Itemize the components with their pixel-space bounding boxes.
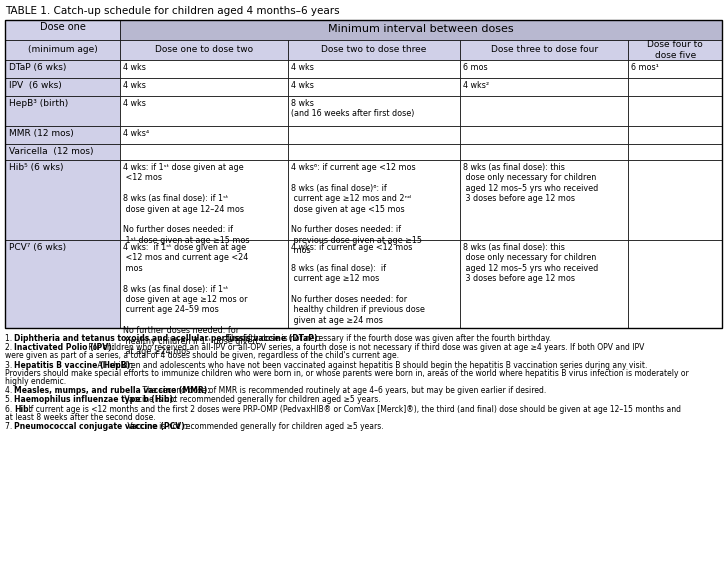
Bar [5, 60, 120, 78]
Bar [5, 96, 120, 126]
Text: 6 mos¹: 6 mos¹ [631, 63, 659, 72]
Bar [460, 240, 628, 328]
Text: Providers should make special efforts to immunize children who were born in, or : Providers should make special efforts to… [5, 369, 688, 378]
Bar [5, 78, 120, 96]
Bar [288, 144, 460, 160]
Text: 3.: 3. [5, 361, 15, 369]
Text: 2.: 2. [5, 343, 15, 352]
Bar [628, 126, 722, 144]
Text: Haemophilus influenzae type b (Hib):: Haemophilus influenzae type b (Hib): [14, 395, 176, 405]
Text: IPV  (6 wks): IPV (6 wks) [9, 81, 62, 90]
Text: Hepatitis B vaccine (HepB):: Hepatitis B vaccine (HepB): [14, 361, 133, 369]
Bar [120, 40, 288, 60]
Text: 5.: 5. [5, 395, 15, 405]
Text: 4 wks:  if 1ˢᵗ dose given at age
 <12 mos and current age <24
 mos

8 wks (as fi: 4 wks: if 1ˢᵗ dose given at age <12 mos … [123, 243, 257, 356]
Bar [288, 78, 460, 96]
Text: 8 wks (as final dose): this
 dose only necessary for children
 aged 12 mos–5 yrs: 8 wks (as final dose): this dose only ne… [463, 243, 598, 283]
Text: Pneumococcal conjugate vaccine (PCV):: Pneumococcal conjugate vaccine (PCV): [14, 422, 188, 431]
Text: 4 wks⁶: if current age <12 mos

8 wks (as final dose)⁶: if
 current age ≥12 mos : 4 wks⁶: if current age <12 mos 8 wks (as… [291, 163, 422, 255]
Bar [288, 240, 460, 328]
Text: Hib:: Hib: [14, 405, 32, 414]
Text: 4 wks: 4 wks [123, 99, 146, 108]
Bar [460, 96, 628, 126]
Bar [628, 240, 722, 328]
Text: 1.: 1. [5, 334, 15, 343]
Text: Inactivated Polio (IPV):: Inactivated Polio (IPV): [14, 343, 115, 352]
Bar [288, 40, 460, 60]
Text: 6 mos: 6 mos [463, 63, 488, 72]
Text: 4 wks: 4 wks [123, 63, 146, 72]
Text: 4.: 4. [5, 386, 15, 395]
Bar [5, 240, 120, 328]
Bar [628, 78, 722, 96]
Text: DTaP (6 wks): DTaP (6 wks) [9, 63, 66, 72]
Bar [120, 240, 288, 328]
Bar [288, 160, 460, 240]
Text: 4 wks: if current age <12 mos

8 wks (as final dose):  if
 current age ≥12 mos

: 4 wks: if current age <12 mos 8 wks (as … [291, 243, 425, 325]
Text: The fifth dose is not necessary if the fourth dose was given after the fourth bi: The fifth dose is not necessary if the f… [224, 334, 551, 343]
Text: 4 wks²: 4 wks² [463, 81, 489, 90]
Text: Diphtheria and tetanus toxoids and acellular pertussis vaccine (DTaP):: Diphtheria and tetanus toxoids and acell… [14, 334, 321, 343]
Bar [120, 144, 288, 160]
Text: If current age is <12 months and the first 2 doses were PRP-OMP (PedvaxHIB® or C: If current age is <12 months and the fir… [26, 405, 681, 414]
Text: Dose four to
dose five: Dose four to dose five [647, 40, 703, 60]
Bar [628, 60, 722, 78]
Text: at least 8 weeks after the second dose.: at least 8 weeks after the second dose. [5, 413, 156, 422]
Bar [628, 96, 722, 126]
Bar [5, 40, 120, 60]
Text: The second dose of MMR is recommended routinely at age 4–6 years, but may be giv: The second dose of MMR is recommended ro… [140, 386, 546, 395]
Bar [5, 144, 120, 160]
Text: Dose one: Dose one [39, 22, 85, 32]
Bar [460, 160, 628, 240]
Bar [628, 144, 722, 160]
Text: Minimum interval between doses: Minimum interval between doses [328, 24, 514, 34]
Text: HepB³ (birth): HepB³ (birth) [9, 99, 68, 108]
Text: TABLE 1. Catch-up schedule for children aged 4 months–6 years: TABLE 1. Catch-up schedule for children … [5, 6, 340, 16]
Text: 8 wks (as final dose): this
 dose only necessary for children
 aged 12 mos–5 yrs: 8 wks (as final dose): this dose only ne… [463, 163, 598, 203]
Bar [120, 96, 288, 126]
Bar [460, 78, 628, 96]
Text: 4 wks: 4 wks [291, 63, 314, 72]
Text: PCV⁷ (6 wks): PCV⁷ (6 wks) [9, 243, 66, 252]
Text: For children who received an all-IPV or all-OPV series, a fourth dose is not nec: For children who received an all-IPV or … [86, 343, 644, 352]
Bar [460, 40, 628, 60]
Bar [288, 96, 460, 126]
Bar [120, 20, 722, 40]
Bar [5, 20, 120, 40]
Text: 4 wks⁴: 4 wks⁴ [123, 129, 149, 138]
Bar [120, 160, 288, 240]
Text: Varicella  (12 mos): Varicella (12 mos) [9, 147, 94, 156]
Text: Hib⁵ (6 wks): Hib⁵ (6 wks) [9, 163, 63, 172]
Text: Dose two to dose three: Dose two to dose three [321, 46, 427, 54]
Bar [120, 126, 288, 144]
Text: 6.: 6. [5, 405, 15, 414]
Bar [288, 126, 460, 144]
Text: were given as part of a series, a total of 4 doses should be given, regardless o: were given as part of a series, a total … [5, 351, 399, 361]
Bar [120, 60, 288, 78]
Text: Measles, mumps, and rubella vaccine (MMR):: Measles, mumps, and rubella vaccine (MMR… [14, 386, 210, 395]
Text: 7.: 7. [5, 422, 15, 431]
Bar [5, 126, 120, 144]
Bar [460, 144, 628, 160]
Bar [120, 78, 288, 96]
Text: (minimum age): (minimum age) [28, 46, 97, 54]
Text: highly endemic.: highly endemic. [5, 377, 66, 386]
Bar [460, 126, 628, 144]
Text: 4 wks: 4 wks [291, 81, 314, 90]
Bar [5, 160, 120, 240]
Text: 8 wks
(and 16 weeks after first dose): 8 wks (and 16 weeks after first dose) [291, 99, 414, 118]
Text: MMR (12 mos): MMR (12 mos) [9, 129, 73, 138]
Text: 4 wks: 4 wks [123, 81, 146, 90]
Bar [628, 160, 722, 240]
Text: All children and adolescents who have not been vaccinated against hepatitis B sh: All children and adolescents who have no… [95, 361, 647, 369]
Text: Vaccine is not recommended generally for children aged ≥5 years.: Vaccine is not recommended generally for… [122, 395, 381, 405]
Text: Dose one to dose two: Dose one to dose two [155, 46, 253, 54]
Bar [5, 20, 722, 328]
Text: Dose three to dose four: Dose three to dose four [491, 46, 598, 54]
Text: 4 wks: if 1ˢᵗ dose given at age
 <12 mos

8 wks (as final dose): if 1ˢᵗ
 dose gi: 4 wks: if 1ˢᵗ dose given at age <12 mos … [123, 163, 249, 245]
Text: Vaccine is not recommended generally for children aged ≥5 years.: Vaccine is not recommended generally for… [125, 422, 384, 431]
Bar [288, 60, 460, 78]
Bar [628, 40, 722, 60]
Bar [460, 60, 628, 78]
